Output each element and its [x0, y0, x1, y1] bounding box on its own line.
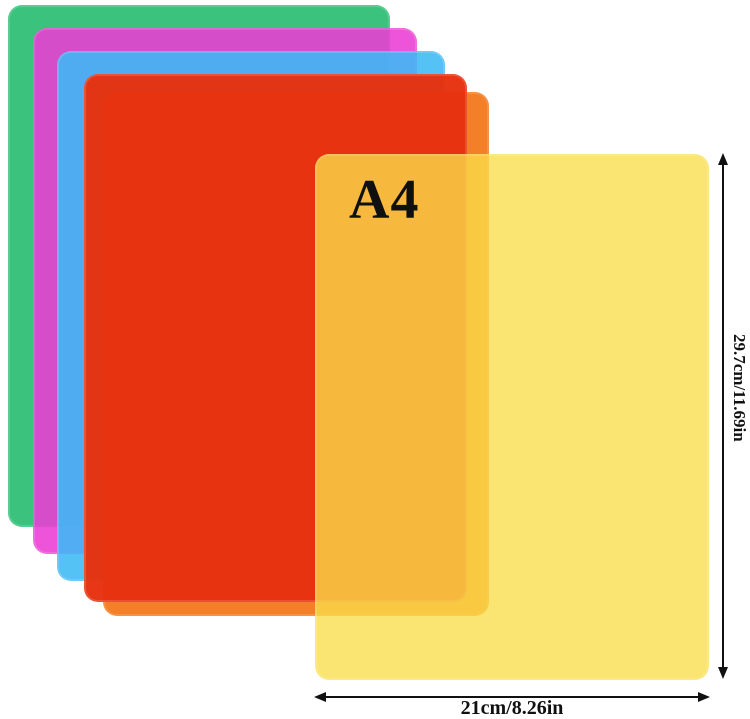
height-dimension-label: 29.7cm/11.69in [730, 334, 749, 442]
width-dimension-label: 21cm/8.26in [460, 697, 564, 719]
height-dimension-arrow [718, 153, 728, 679]
sheet-yellow [315, 154, 709, 680]
size-label: A4 [349, 169, 420, 231]
width-dimension-arrow [314, 692, 710, 702]
